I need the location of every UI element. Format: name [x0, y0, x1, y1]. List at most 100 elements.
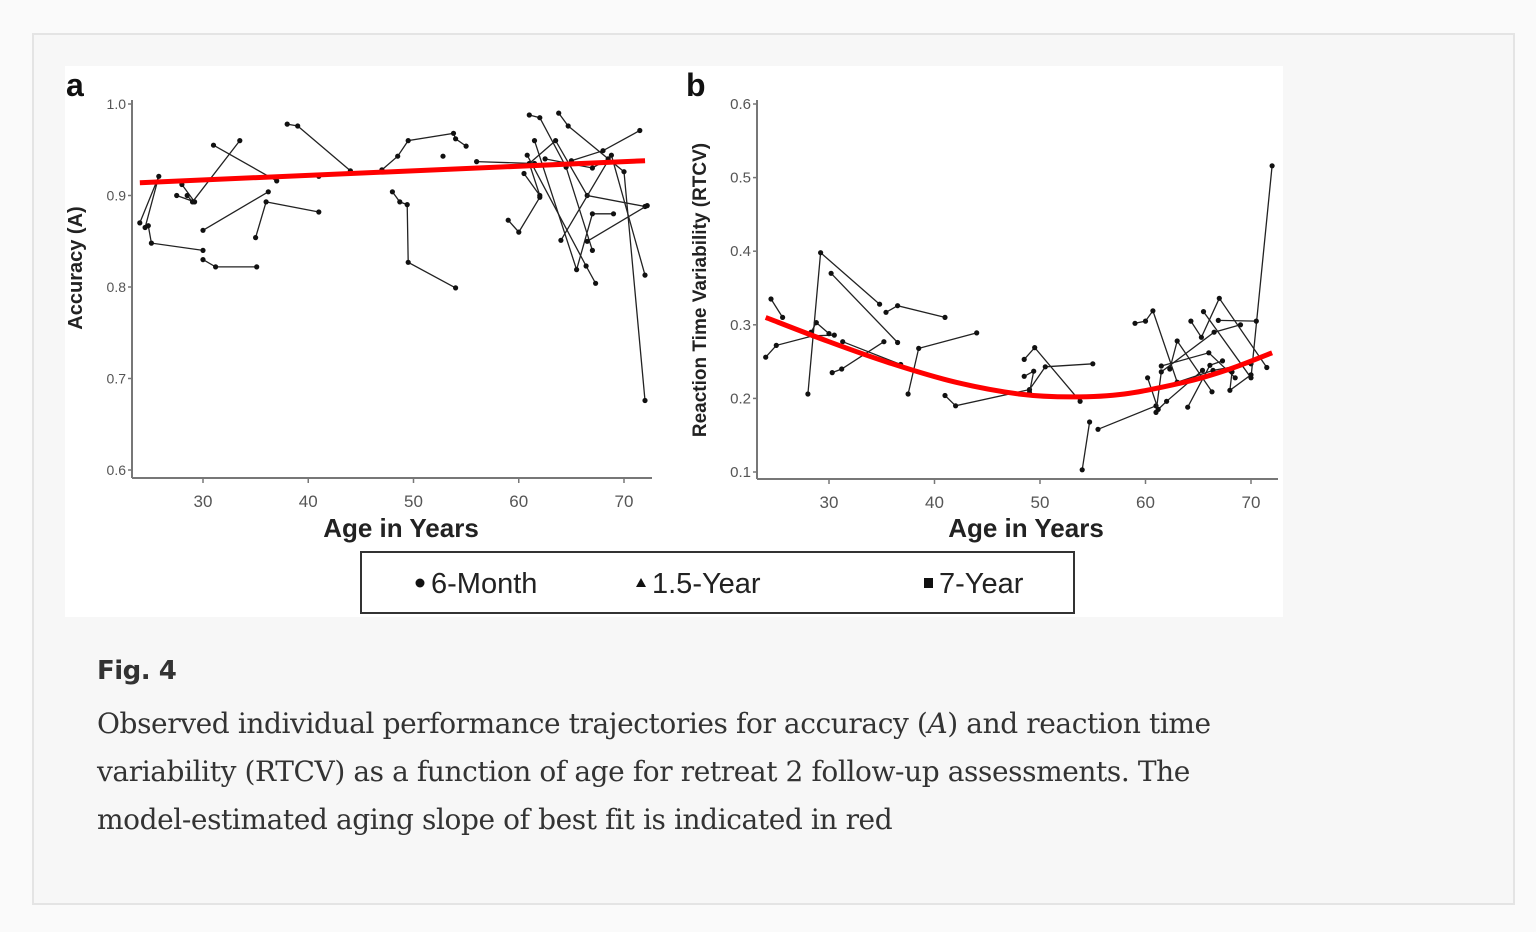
trajectory-line — [830, 272, 899, 343]
fit-line — [139, 158, 646, 186]
trajectory-line — [1229, 371, 1252, 392]
legend-item-7-year: 7-Year — [924, 568, 1024, 600]
data-point — [883, 309, 889, 315]
data-point — [1207, 362, 1213, 368]
trajectory — [505, 194, 543, 235]
trajectory-line — [1202, 165, 1273, 380]
trajectory-line — [254, 201, 319, 238]
data-point — [200, 257, 206, 263]
trajectory — [1145, 367, 1206, 412]
data-point — [516, 229, 522, 235]
data-point — [1209, 389, 1215, 395]
data-point — [1248, 372, 1254, 378]
trajectory — [253, 199, 322, 241]
data-point — [1042, 364, 1048, 370]
data-point — [237, 138, 243, 144]
panel-a-fit-line — [139, 158, 646, 186]
trajectory — [905, 330, 980, 397]
data-point — [916, 345, 922, 351]
data-point — [1232, 375, 1238, 381]
trajectory-line — [1146, 369, 1203, 411]
trajectory — [379, 130, 469, 173]
data-point — [831, 332, 837, 338]
data-point — [526, 112, 532, 118]
trajectory — [184, 138, 243, 205]
data-point — [463, 143, 469, 149]
x-tick-label: 40 — [299, 492, 318, 511]
data-point — [405, 138, 411, 144]
data-point — [1227, 387, 1233, 393]
data-point — [137, 220, 143, 226]
trajectory-line — [770, 298, 784, 318]
trajectory — [1079, 419, 1093, 473]
trajectory — [1021, 345, 1083, 404]
data-point — [1216, 295, 1222, 301]
caption-part-2: ) and reaction time variability (RTCV) a… — [97, 707, 1211, 836]
data-point — [200, 247, 206, 253]
trajectory-line — [507, 196, 541, 234]
trajectory — [284, 121, 353, 174]
data-point — [1206, 350, 1212, 356]
data-point — [1200, 309, 1207, 315]
trajectory — [1095, 403, 1159, 432]
trajectory — [558, 152, 648, 278]
data-point — [642, 397, 648, 404]
caption-part-1: Observed individual performance trajecto… — [97, 707, 928, 740]
trajectory-line — [1097, 405, 1157, 430]
data-point — [1199, 367, 1206, 373]
trajectory-line — [586, 205, 648, 242]
data-point — [1167, 366, 1173, 372]
fit-line — [764, 315, 1273, 400]
data-point — [524, 152, 530, 158]
x-tick-label: 60 — [509, 492, 528, 511]
trajectory — [440, 153, 446, 159]
panel-a-trajectories — [137, 110, 650, 404]
data-point — [254, 264, 260, 270]
data-point — [542, 156, 548, 162]
trajectory-line — [533, 140, 614, 272]
data-point — [593, 280, 599, 286]
data-point — [1237, 322, 1244, 328]
data-point — [1198, 334, 1204, 340]
data-point — [284, 121, 290, 127]
data-point — [1095, 426, 1101, 432]
panel-a-xlabel: Age in Years — [323, 513, 479, 543]
data-point — [210, 142, 217, 148]
trajectory-line — [1218, 319, 1257, 322]
data-point — [1164, 398, 1170, 404]
panel-b-xlabel: Age in Years — [948, 513, 1104, 543]
data-point — [531, 138, 538, 144]
data-point — [642, 272, 648, 278]
data-point — [621, 169, 627, 175]
legend-square-marker — [924, 578, 933, 588]
data-point — [644, 203, 650, 209]
data-point — [1021, 373, 1027, 379]
x-tick-label: 50 — [404, 492, 423, 511]
data-point — [974, 330, 980, 336]
x-tick-label: 40 — [925, 493, 944, 512]
data-point — [895, 303, 901, 309]
panel-a-label: a — [66, 67, 84, 103]
data-point — [877, 301, 883, 307]
data-point — [610, 211, 617, 217]
data-point — [839, 366, 845, 372]
data-point — [565, 123, 571, 129]
data-point — [1215, 317, 1221, 323]
trajectory — [828, 270, 901, 346]
trajectory-line — [765, 334, 835, 358]
trajectory-line — [529, 114, 594, 251]
trajectory-line — [842, 341, 901, 366]
trajectory — [145, 223, 206, 253]
x-tick-label: 50 — [1031, 493, 1050, 512]
y-tick-label: 0.1 — [730, 464, 751, 481]
data-point — [780, 314, 786, 320]
y-tick-label: 0.6 — [730, 96, 751, 113]
data-point — [584, 238, 590, 244]
trajectory — [526, 112, 596, 253]
data-point — [1031, 368, 1037, 374]
y-tick-label: 0.9 — [107, 188, 127, 204]
trajectory-line — [476, 160, 535, 165]
data-point — [1090, 361, 1096, 367]
data-point — [148, 240, 154, 246]
data-point — [1145, 375, 1151, 381]
